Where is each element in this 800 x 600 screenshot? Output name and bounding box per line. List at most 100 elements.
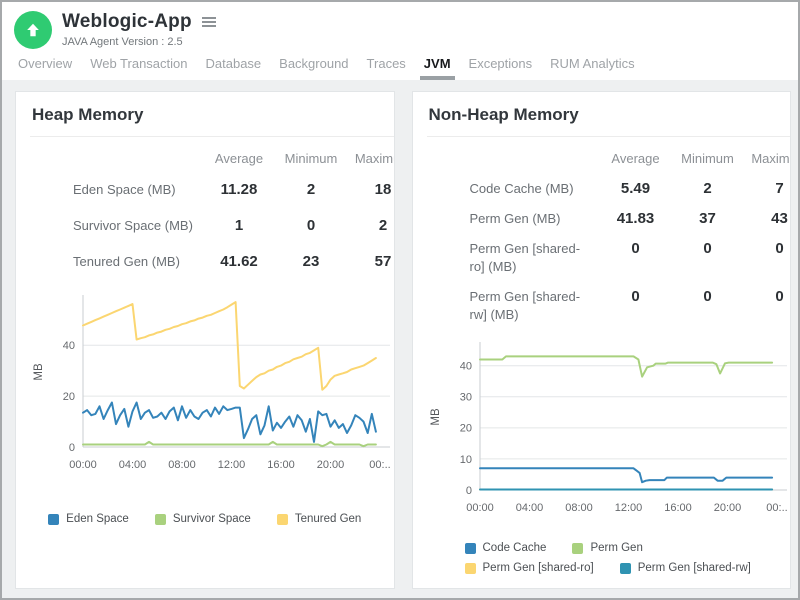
svg-text:04:00: 04:00: [119, 459, 147, 471]
panel-title: Non-Heap Memory: [413, 105, 791, 136]
metric-value-maximum: 18: [347, 181, 395, 199]
svg-text:20:00: 20:00: [317, 459, 345, 471]
metric-value-average: 41.62: [203, 253, 275, 271]
svg-text:00:00: 00:00: [69, 459, 97, 471]
tab-exceptions[interactable]: Exceptions: [467, 56, 535, 80]
tab-web-transaction[interactable]: Web Transaction: [88, 56, 189, 80]
table-row-perm-gen-mb: Perm Gen (MB)41.833743: [470, 210, 792, 228]
series-line-tenured-gen: [83, 302, 376, 390]
metric-value-minimum: 37: [672, 210, 744, 228]
dashboard-content: Heap Memory AverageMinimumMaximumEden Sp…: [2, 80, 798, 598]
metric-value-maximum: 43: [744, 210, 792, 228]
legend-swatch: [465, 543, 476, 554]
metric-label: Perm Gen [shared-ro] (MB): [470, 240, 600, 276]
column-header-average: Average: [600, 150, 672, 168]
table-header-row: AverageMinimumMaximum: [470, 150, 792, 168]
svg-text:08:00: 08:00: [565, 502, 593, 514]
svg-text:0: 0: [69, 442, 75, 454]
legend-item-perm-gen-shared-rw[interactable]: Perm Gen [shared-rw]: [620, 562, 751, 574]
svg-text:20:00: 20:00: [713, 502, 741, 514]
menu-icon[interactable]: [202, 17, 216, 27]
metric-value-maximum: 0: [744, 288, 792, 306]
legend-row: Perm Gen [shared-ro] Perm Gen [shared-rw]: [413, 562, 791, 574]
metric-value-average: 41.83: [600, 210, 672, 228]
page-title: Weblogic-App: [62, 11, 192, 33]
app-header: Weblogic-App JAVA Agent Version : 2.5 Ov…: [2, 2, 798, 80]
metric-value-maximum: 57: [347, 253, 395, 271]
legend-item-tenured-gen[interactable]: Tenured Gen: [277, 513, 362, 525]
table-row-tenured-gen-mb: Tenured Gen (MB)41.622357: [73, 253, 395, 271]
legend-swatch: [620, 563, 631, 574]
table-row-survivor-space-mb: Survivor Space (MB)102: [73, 217, 395, 235]
metric-value-minimum: 2: [275, 181, 347, 199]
legend-swatch: [572, 543, 583, 554]
svg-text:04:00: 04:00: [515, 502, 543, 514]
legend-label: Code Cache: [483, 542, 547, 554]
svg-text:0: 0: [465, 485, 471, 497]
tab-background[interactable]: Background: [277, 56, 350, 80]
legend-item-code-cache[interactable]: Code Cache: [465, 542, 547, 554]
series-line-code-cache: [480, 468, 772, 482]
metric-value-minimum: 23: [275, 253, 347, 271]
svg-text:20: 20: [459, 423, 471, 435]
metric-value-average: 11.28: [203, 181, 275, 199]
heap-memory-chart: 0204000:0004:0008:0012:0016:0020:0000:..…: [28, 289, 394, 479]
svg-text:40: 40: [459, 361, 471, 373]
column-header-maximum: Maximum: [347, 150, 395, 168]
legend-item-perm-gen-shared-ro[interactable]: Perm Gen [shared-ro]: [465, 562, 594, 574]
svg-text:10: 10: [459, 454, 471, 466]
heap-memory-chart-svg: 0204000:0004:0008:0012:0016:0020:0000:..…: [28, 289, 394, 479]
legend-row: Eden Space Survivor Space Tenured Gen: [16, 513, 394, 525]
metric-label: Perm Gen (MB): [470, 210, 600, 228]
metric-value-average: 0: [600, 240, 672, 258]
svg-text:20: 20: [63, 391, 75, 403]
up-arrow-icon: [23, 20, 43, 40]
non-heap-memory-table: AverageMinimumMaximum Code Cache (MB)5.49…: [413, 137, 791, 324]
table-header-row: AverageMinimumMaximum: [73, 150, 395, 168]
svg-text:08:00: 08:00: [168, 459, 196, 471]
metric-value-minimum: 0: [275, 217, 347, 235]
svg-text:16:00: 16:00: [664, 502, 692, 514]
legend-item-eden-space[interactable]: Eden Space: [48, 513, 129, 525]
app-window: Weblogic-App JAVA Agent Version : 2.5 Ov…: [0, 0, 800, 600]
tab-bar: Overview Web Transaction Database Backgroun…: [14, 56, 784, 80]
tab-overview[interactable]: Overview: [16, 56, 74, 80]
svg-text:12:00: 12:00: [218, 459, 246, 471]
svg-text:00:..: 00:..: [369, 459, 390, 471]
metric-value-minimum: 2: [672, 180, 744, 198]
metric-label: Eden Space (MB): [73, 181, 203, 199]
table-row-code-cache-mb: Code Cache (MB)5.4927: [470, 180, 792, 198]
metric-value-average: 5.49: [600, 180, 672, 198]
legend-item-survivor-space[interactable]: Survivor Space: [155, 513, 251, 525]
svg-text:MB: MB: [33, 363, 45, 381]
metric-value-maximum: 0: [744, 240, 792, 258]
legend-label: Perm Gen: [590, 542, 642, 554]
metric-value-maximum: 2: [347, 217, 395, 235]
non-heap-memory-chart-svg: 01020304000:0004:0008:0012:0016:0020:000…: [425, 336, 791, 522]
table-row-eden-space-mb: Eden Space (MB)11.28218: [73, 181, 395, 199]
tab-jvm[interactable]: JVM: [422, 56, 453, 80]
tab-database[interactable]: Database: [204, 56, 264, 80]
svg-text:00:00: 00:00: [466, 502, 494, 514]
svg-text:12:00: 12:00: [614, 502, 642, 514]
column-header-average: Average: [203, 150, 275, 168]
legend-label: Eden Space: [66, 513, 129, 525]
metric-label: Tenured Gen (MB): [73, 253, 203, 271]
non-heap-memory-panel: Non-Heap Memory AverageMinimumMaximum Cod…: [412, 91, 792, 589]
series-line-perm-gen: [480, 356, 772, 376]
tab-rum-analytics[interactable]: RUM Analytics: [548, 56, 637, 80]
series-line-eden-space: [83, 403, 376, 442]
tab-traces[interactable]: Traces: [365, 56, 408, 80]
panel-title: Heap Memory: [16, 105, 394, 136]
heap-memory-panel: Heap Memory AverageMinimumMaximum Eden Sp…: [15, 91, 395, 589]
table-row-perm-gen-shared-rw-mb: Perm Gen [shared-rw] (MB)000: [470, 288, 792, 324]
legend-item-perm-gen[interactable]: Perm Gen: [572, 542, 642, 554]
non-heap-memory-chart: 01020304000:0004:0008:0012:0016:0020:000…: [425, 336, 791, 522]
metric-value-minimum: 0: [672, 240, 744, 258]
metric-label: Perm Gen [shared-rw] (MB): [470, 288, 600, 324]
agent-version-label: JAVA Agent Version : 2.5: [62, 36, 216, 48]
legend-swatch: [277, 514, 288, 525]
legend-label: Perm Gen [shared-rw]: [638, 562, 751, 574]
table-row-perm-gen-shared-ro-mb: Perm Gen [shared-ro] (MB)000: [470, 240, 792, 276]
column-header-minimum: Minimum: [672, 150, 744, 168]
